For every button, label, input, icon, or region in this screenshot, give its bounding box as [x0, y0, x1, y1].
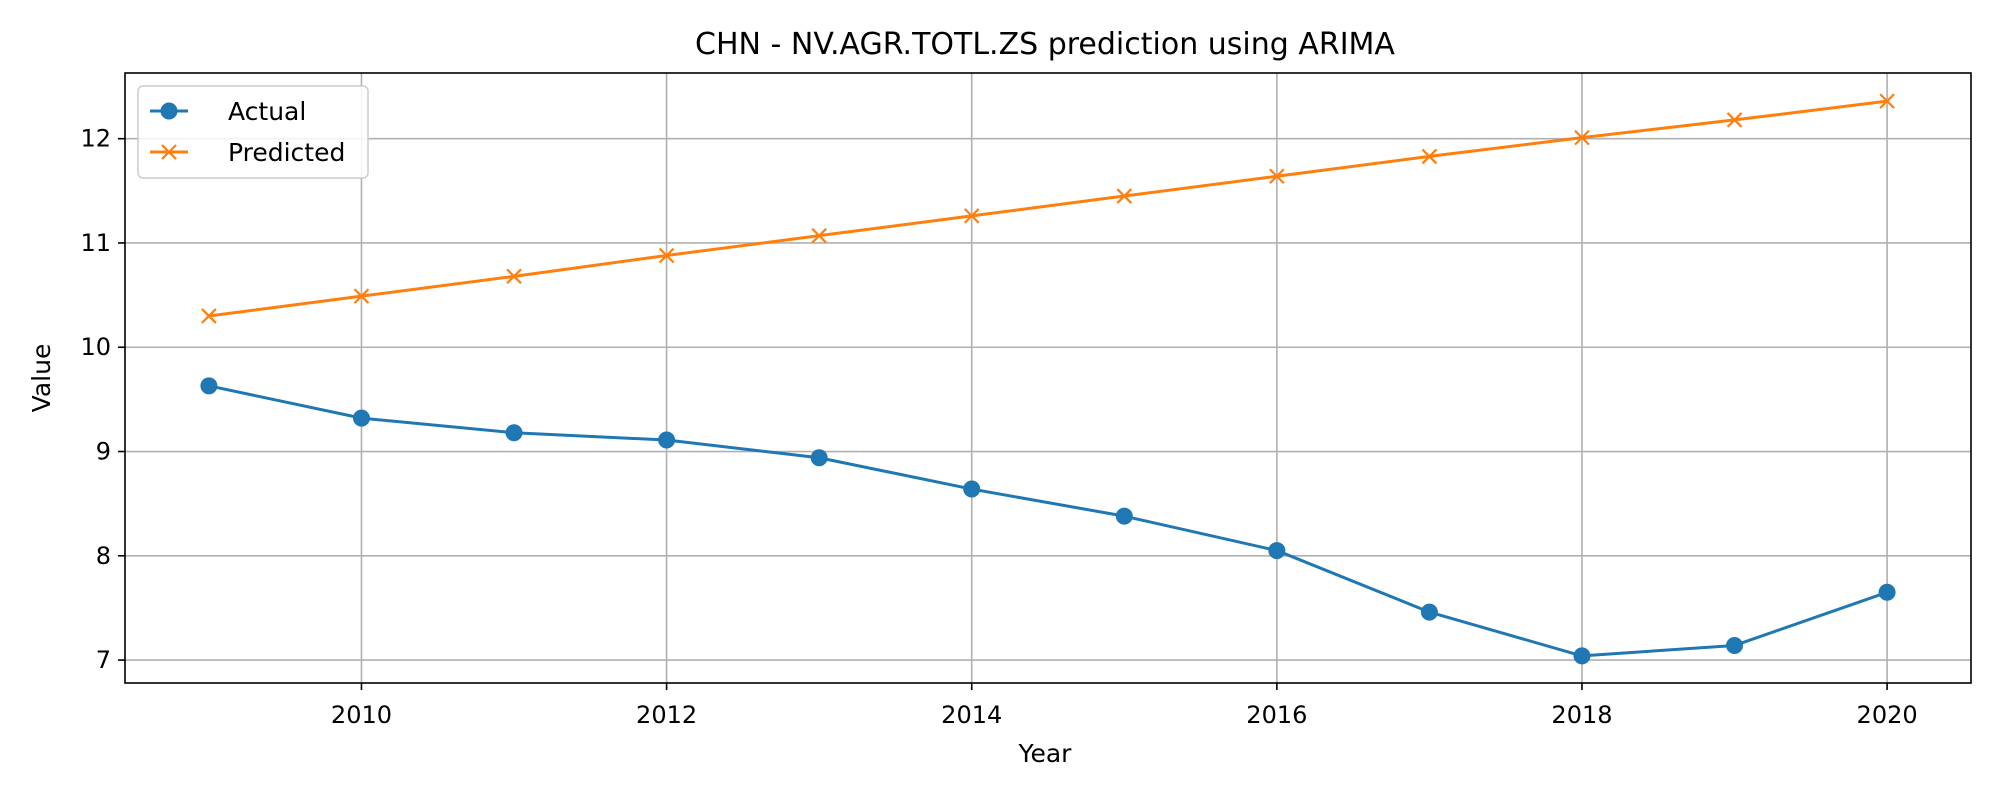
x-marker-stroke: [1269, 168, 1285, 185]
legend-item-actual: Actual: [150, 97, 306, 126]
data-point-actual: [658, 431, 676, 449]
y-tick-label: 7: [96, 646, 111, 674]
y-axis: 7 8 9 10 11 12: [80, 125, 125, 674]
grid-lines: [125, 73, 1971, 683]
legend-label-actual: Actual: [228, 97, 306, 126]
data-point-actual: [1726, 636, 1744, 654]
x-marker-stroke: [1574, 129, 1590, 146]
series-actual: [200, 377, 1896, 665]
x-marker-stroke: [1116, 188, 1133, 204]
legend: Actual Predicted: [137, 85, 369, 179]
legend-marker-predicted: [161, 144, 177, 160]
x-tick-label: 2014: [941, 701, 1002, 729]
x-marker-stroke: [161, 144, 177, 160]
x-marker-stroke: [506, 268, 522, 285]
legend-box: [137, 85, 369, 179]
x-marker-stroke: [201, 308, 217, 324]
data-point-predicted: [1421, 148, 1438, 165]
data-point-actual: [810, 449, 828, 467]
chart-title: CHN - NV.AGR.TOTL.ZS prediction using AR…: [695, 27, 1395, 62]
data-point-actual: [1420, 603, 1438, 621]
y-axis-label: Value: [27, 344, 56, 413]
data-point-actual: [1878, 583, 1896, 601]
y-tick-label: 8: [96, 542, 111, 570]
data-point-predicted: [1574, 129, 1590, 146]
data-point-predicted: [1116, 188, 1133, 204]
series-line-predicted: [208, 99, 1888, 318]
x-tick-label: 2012: [636, 701, 697, 729]
data-point-predicted: [201, 308, 217, 324]
series-line-actual: [208, 384, 1888, 658]
data-point-actual: [1573, 647, 1591, 665]
x-marker-stroke: [1726, 112, 1743, 128]
data-point-predicted: [963, 208, 980, 224]
x-tick-label: 2010: [331, 701, 392, 729]
legend-items: Actual Predicted: [150, 97, 345, 167]
x-tick-label: 2020: [1857, 701, 1918, 729]
data-point-predicted: [1879, 93, 1895, 109]
data-point-predicted: [1269, 168, 1285, 185]
x-tick-label: 2016: [1246, 701, 1307, 729]
x-axis: 2010 2012 2014 2016 2018 2020: [331, 683, 1918, 729]
data-point-actual: [963, 480, 981, 498]
x-marker-stroke: [1421, 148, 1438, 165]
data-point-predicted: [811, 227, 827, 244]
y-tick-label: 12: [80, 125, 111, 153]
y-tick-label: 9: [96, 438, 111, 466]
data-point-actual: [1115, 507, 1133, 525]
legend-label-predicted: Predicted: [228, 138, 345, 167]
x-marker-stroke: [1879, 93, 1895, 109]
x-axis-label: Year: [1018, 739, 1073, 768]
x-marker-stroke: [658, 247, 675, 264]
y-tick-label: 10: [80, 333, 111, 361]
plot-frame: [124, 72, 1972, 684]
data-point-actual: [200, 377, 218, 395]
series-layer: [200, 93, 1896, 665]
y-tick-label: 11: [80, 229, 111, 257]
x-marker-stroke: [963, 208, 980, 224]
series-predicted: [201, 93, 1895, 324]
x-marker-stroke: [811, 227, 827, 244]
legend-item-predicted: Predicted: [150, 138, 345, 167]
data-point-predicted: [1726, 112, 1743, 128]
data-point-actual: [1268, 542, 1286, 560]
data-point-actual: [352, 409, 370, 427]
x-tick-label: 2018: [1551, 701, 1612, 729]
legend-marker-actual: [160, 102, 178, 120]
data-point-predicted: [353, 288, 370, 304]
data-point-actual: [505, 424, 523, 442]
data-point-predicted: [658, 247, 675, 264]
x-marker-stroke: [353, 288, 370, 304]
data-point-predicted: [506, 268, 522, 285]
